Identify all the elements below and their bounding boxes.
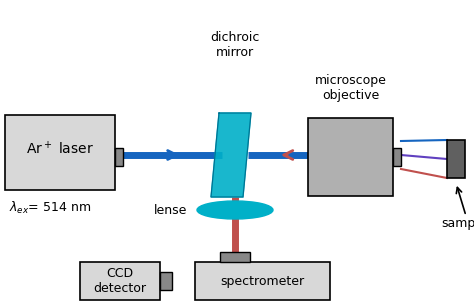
Bar [160,272,172,290]
Bar [447,140,465,178]
Text: dichroic
mirror: dichroic mirror [210,31,260,59]
Ellipse shape [197,201,273,219]
Bar [195,262,330,300]
Text: CCD
detector: CCD detector [93,267,146,295]
Bar [80,262,160,300]
Text: Ar$^+$ laser: Ar$^+$ laser [26,140,94,157]
Bar [220,252,250,262]
Text: $\lambda_{ex}$= 514 nm: $\lambda_{ex}$= 514 nm [9,200,91,216]
Bar [115,148,123,166]
Text: lense: lense [154,204,187,217]
Bar [5,115,115,190]
Text: microscope
objective: microscope objective [315,74,386,102]
Polygon shape [211,113,251,197]
Bar [308,118,393,196]
Text: sample: sample [441,217,474,229]
Text: spectrometer: spectrometer [220,275,305,288]
Bar [393,148,401,166]
